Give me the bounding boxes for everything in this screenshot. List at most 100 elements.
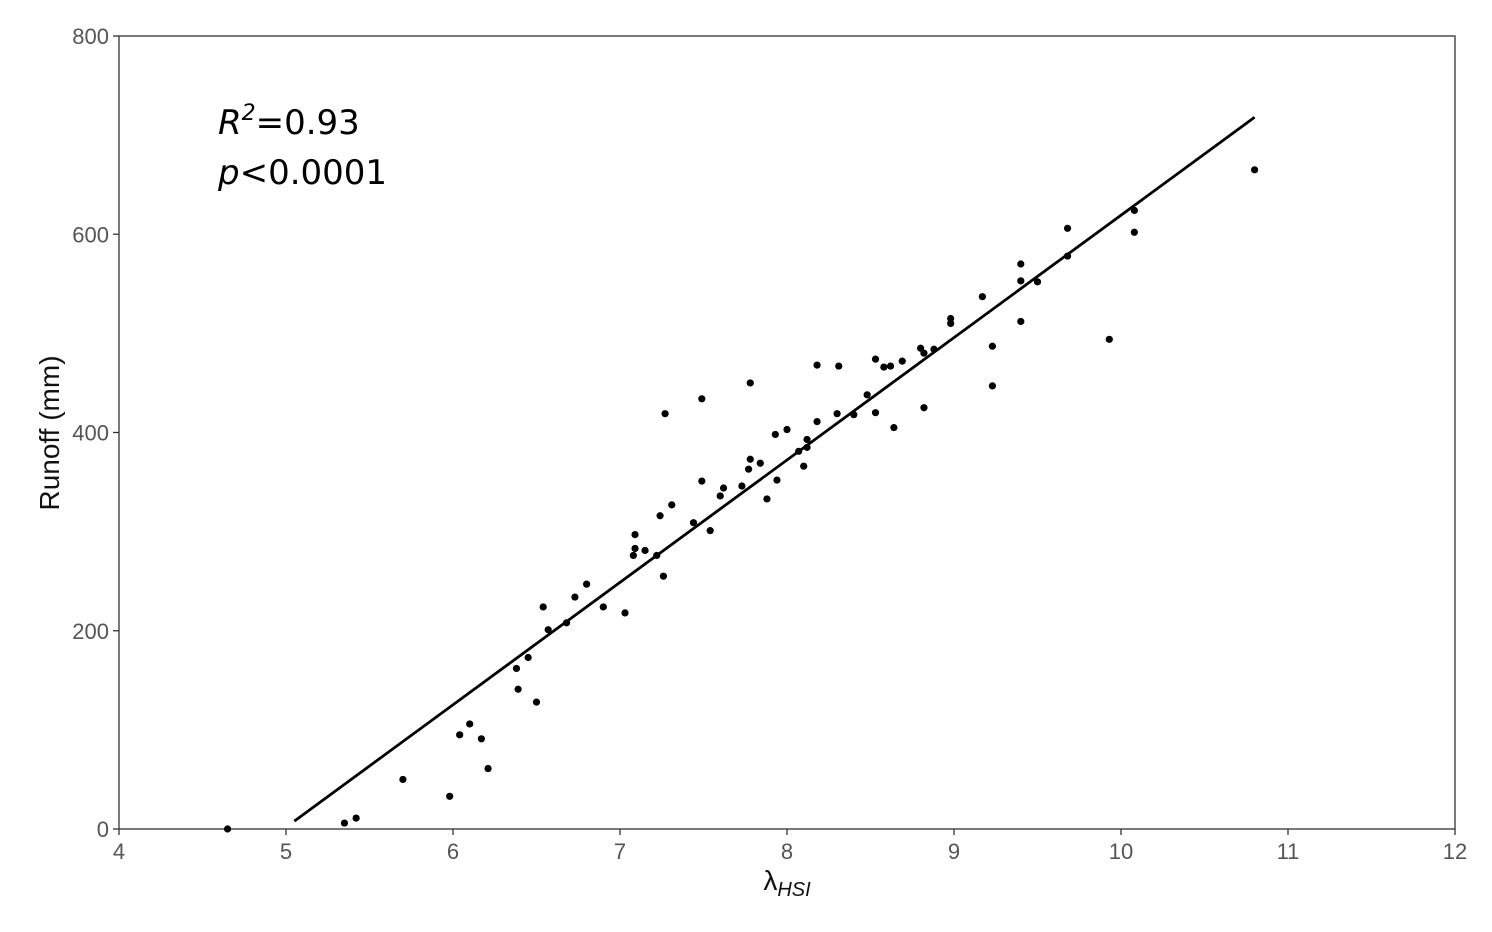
data-point: [871, 409, 880, 417]
data-point: [599, 603, 607, 611]
x-tick-label: 8: [781, 839, 793, 864]
data-point: [1130, 228, 1138, 236]
data-point: [689, 519, 698, 527]
data-point: [399, 775, 407, 784]
data-point: [659, 572, 668, 580]
data-point: [738, 482, 746, 490]
data-point: [223, 825, 232, 833]
x-axis-ticks: 4 5 6 7 8 9 10 11 12: [113, 829, 1467, 864]
data-point: [886, 362, 895, 370]
data-point: [771, 430, 779, 439]
data-point: [763, 495, 771, 503]
data-point: [1063, 224, 1072, 232]
data-point: [446, 792, 454, 800]
data-point: [773, 476, 781, 484]
data-point: [988, 382, 997, 390]
data-point: [571, 593, 579, 601]
data-point: [706, 527, 714, 535]
data-point: [898, 357, 906, 365]
data-point: [833, 410, 841, 418]
data-point: [539, 603, 547, 611]
data-point: [947, 314, 955, 323]
data-point: [583, 580, 591, 588]
data-point: [621, 609, 629, 617]
data-point: [544, 626, 552, 634]
data-point: [930, 345, 938, 353]
y-tick-label: 200: [72, 619, 109, 644]
data-point: [641, 546, 649, 555]
y-tick-label: 400: [72, 421, 109, 446]
data-point: [512, 664, 521, 673]
data-point: [484, 764, 492, 773]
x-axis-title-main: λ: [763, 865, 777, 896]
p-value-value: <0.0001: [240, 153, 387, 193]
data-point: [631, 530, 639, 539]
y-tick-label: 800: [72, 24, 109, 49]
data-point: [653, 551, 661, 560]
data-point: [744, 465, 753, 473]
x-tick-label: 7: [614, 839, 626, 864]
data-point: [352, 814, 360, 822]
data-point: [1105, 335, 1113, 343]
x-tick-label: 12: [1443, 839, 1467, 864]
data-point: [835, 362, 843, 370]
data-point: [532, 698, 541, 706]
data-point: [988, 342, 997, 350]
x-tick-label: 9: [948, 839, 960, 864]
data-point: [1017, 260, 1025, 268]
y-tick-label: 0: [97, 817, 109, 842]
data-point: [813, 417, 821, 426]
x-tick-label: 6: [447, 839, 459, 864]
data-point: [668, 501, 676, 509]
x-tick-label: 4: [113, 839, 125, 864]
data-point: [629, 551, 637, 560]
data-point: [562, 619, 571, 627]
data-point: [920, 404, 928, 412]
data-point: [803, 435, 811, 444]
data-point: [920, 349, 928, 357]
data-point: [871, 355, 880, 363]
x-tick-label: 5: [280, 839, 292, 864]
data-point: [656, 512, 664, 520]
data-point: [1063, 252, 1072, 260]
x-tick-label: 11: [1277, 839, 1300, 864]
r-squared-symbol: R: [218, 103, 242, 143]
data-point: [890, 423, 898, 432]
data-point: [477, 735, 485, 743]
r-squared-annotation: R2=0.93: [218, 101, 360, 143]
x-axis-title: λHSI: [763, 865, 811, 901]
x-tick-label: 10: [1109, 839, 1133, 864]
regression-line: [293, 116, 1256, 823]
data-point: [514, 685, 522, 693]
data-point: [978, 293, 986, 301]
data-point: [1017, 317, 1025, 326]
data-point: [340, 819, 349, 827]
data-point: [795, 447, 803, 455]
x-axis-title-subscript: HSI: [777, 879, 811, 901]
data-point: [803, 443, 811, 451]
data-point: [1251, 166, 1259, 174]
data-point: [746, 379, 754, 387]
data-point: [1130, 206, 1138, 215]
data-points: [223, 166, 1259, 833]
data-point: [756, 459, 764, 467]
data-point: [746, 455, 754, 463]
y-axis-title: Runoff (mm): [34, 355, 65, 510]
data-point: [719, 484, 728, 492]
y-tick-label: 600: [72, 222, 109, 247]
data-point: [850, 411, 858, 419]
data-point: [524, 653, 532, 662]
data-point: [698, 395, 706, 403]
p-value-annotation: p<0.0001: [217, 153, 387, 193]
p-value-symbol: p: [217, 153, 240, 193]
r-squared-value: =0.93: [256, 103, 360, 143]
data-point: [1017, 277, 1025, 285]
data-point: [800, 462, 808, 470]
data-point: [947, 319, 955, 328]
data-point: [783, 425, 791, 434]
data-point: [716, 492, 724, 500]
data-point: [863, 391, 871, 399]
data-point: [880, 363, 888, 371]
data-point: [1033, 278, 1042, 286]
